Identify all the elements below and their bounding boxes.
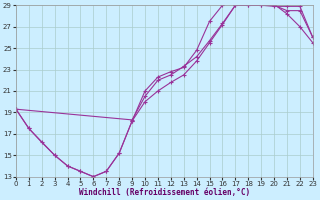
X-axis label: Windchill (Refroidissement éolien,°C): Windchill (Refroidissement éolien,°C) [79,188,250,197]
